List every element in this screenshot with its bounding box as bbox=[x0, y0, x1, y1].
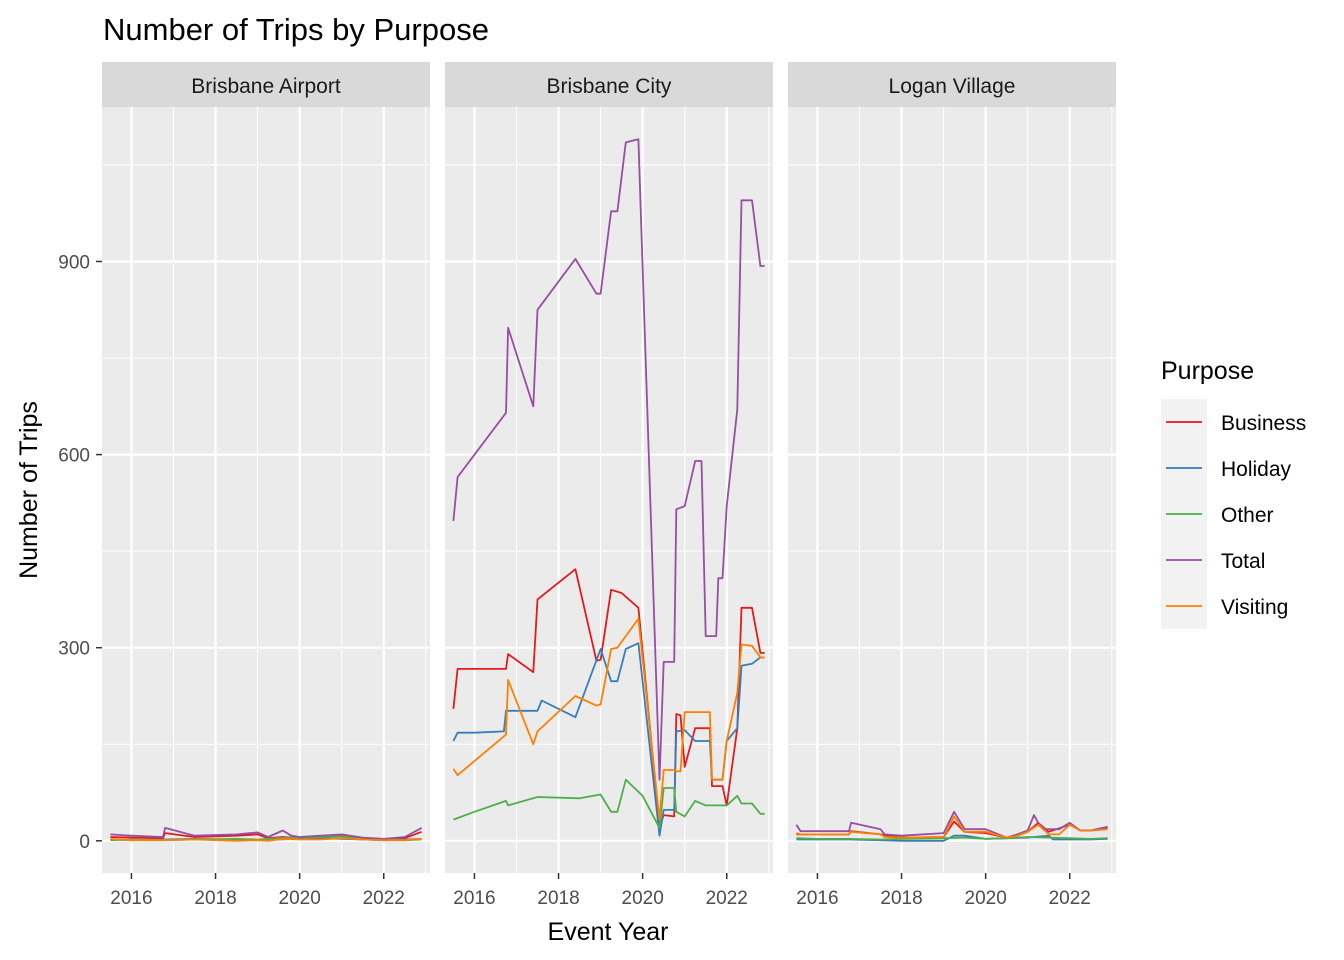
x-tick-label: 2020 bbox=[279, 888, 321, 909]
legend-label: Business bbox=[1221, 412, 1306, 435]
series-line-visiting bbox=[452, 617, 765, 821]
facet-strip-label: Brisbane Airport bbox=[191, 75, 341, 98]
panel-background bbox=[788, 107, 1116, 873]
chart-title: Number of Trips by Purpose bbox=[103, 12, 489, 47]
legend-entry-other: Other bbox=[1161, 491, 1274, 537]
facet-strip-label: Logan Village bbox=[889, 75, 1016, 98]
x-tick-label: 2020 bbox=[965, 888, 1007, 909]
legend-entry-holiday: Holiday bbox=[1161, 445, 1292, 491]
legend-label: Other bbox=[1221, 504, 1274, 527]
y-tick-label: 0 bbox=[79, 832, 90, 853]
legend-entry-visiting: Visiting bbox=[1161, 583, 1288, 629]
series-line-total bbox=[452, 138, 765, 781]
x-tick-label: 2022 bbox=[363, 888, 405, 909]
series-line-visiting bbox=[110, 837, 422, 842]
series-line-total bbox=[110, 827, 423, 840]
x-tick-label: 2018 bbox=[537, 888, 579, 909]
x-tick-label: 2022 bbox=[706, 888, 748, 909]
legend-entry-business: Business bbox=[1161, 399, 1306, 445]
series-line-business bbox=[452, 568, 765, 828]
x-tick-label: 2022 bbox=[1049, 888, 1091, 909]
legend-label: Holiday bbox=[1221, 458, 1292, 481]
series-line-other bbox=[453, 778, 765, 829]
legend-title: Purpose bbox=[1161, 357, 1254, 385]
series-line-visiting bbox=[796, 815, 1108, 839]
series-line-other bbox=[796, 836, 1108, 841]
x-tick-label: 2018 bbox=[194, 888, 236, 909]
series-line-holiday bbox=[452, 642, 765, 837]
y-tick-label: 900 bbox=[58, 252, 90, 273]
y-tick-label: 300 bbox=[58, 639, 90, 660]
facet-brisbane-city: Brisbane City 2016 2018 2020 2022 bbox=[445, 62, 773, 909]
x-tick-label: 2016 bbox=[110, 888, 152, 909]
facet-strip-label: Brisbane City bbox=[547, 75, 672, 98]
facet-strip bbox=[102, 62, 430, 107]
y-axis: 0 300 600 900 bbox=[58, 252, 102, 853]
legend-label: Total bbox=[1221, 550, 1265, 573]
facet-strip bbox=[445, 62, 773, 107]
x-tick-label: 2016 bbox=[796, 888, 838, 909]
x-tick-label: 2018 bbox=[880, 888, 922, 909]
y-tick-label: 600 bbox=[58, 446, 90, 467]
series-line-total bbox=[795, 810, 1108, 839]
facet-logan-village: Logan Village 2016 2018 2020 2022 bbox=[788, 62, 1116, 909]
x-tick-label: 2020 bbox=[622, 888, 664, 909]
y-axis-title: Number of Trips bbox=[15, 401, 43, 579]
legend-label: Visiting bbox=[1221, 596, 1288, 619]
x-tick-label: 2016 bbox=[453, 888, 495, 909]
legend: Purpose Business Holiday Other Total Visitin… bbox=[1161, 357, 1306, 629]
facet-strip bbox=[788, 62, 1116, 107]
x-axis-title: Event Year bbox=[548, 918, 669, 946]
facet-brisbane-airport: Brisbane Airport 2016 2018 2020 2022 bbox=[102, 62, 430, 909]
legend-entry-total: Total bbox=[1161, 537, 1265, 583]
panel-background bbox=[102, 107, 430, 873]
